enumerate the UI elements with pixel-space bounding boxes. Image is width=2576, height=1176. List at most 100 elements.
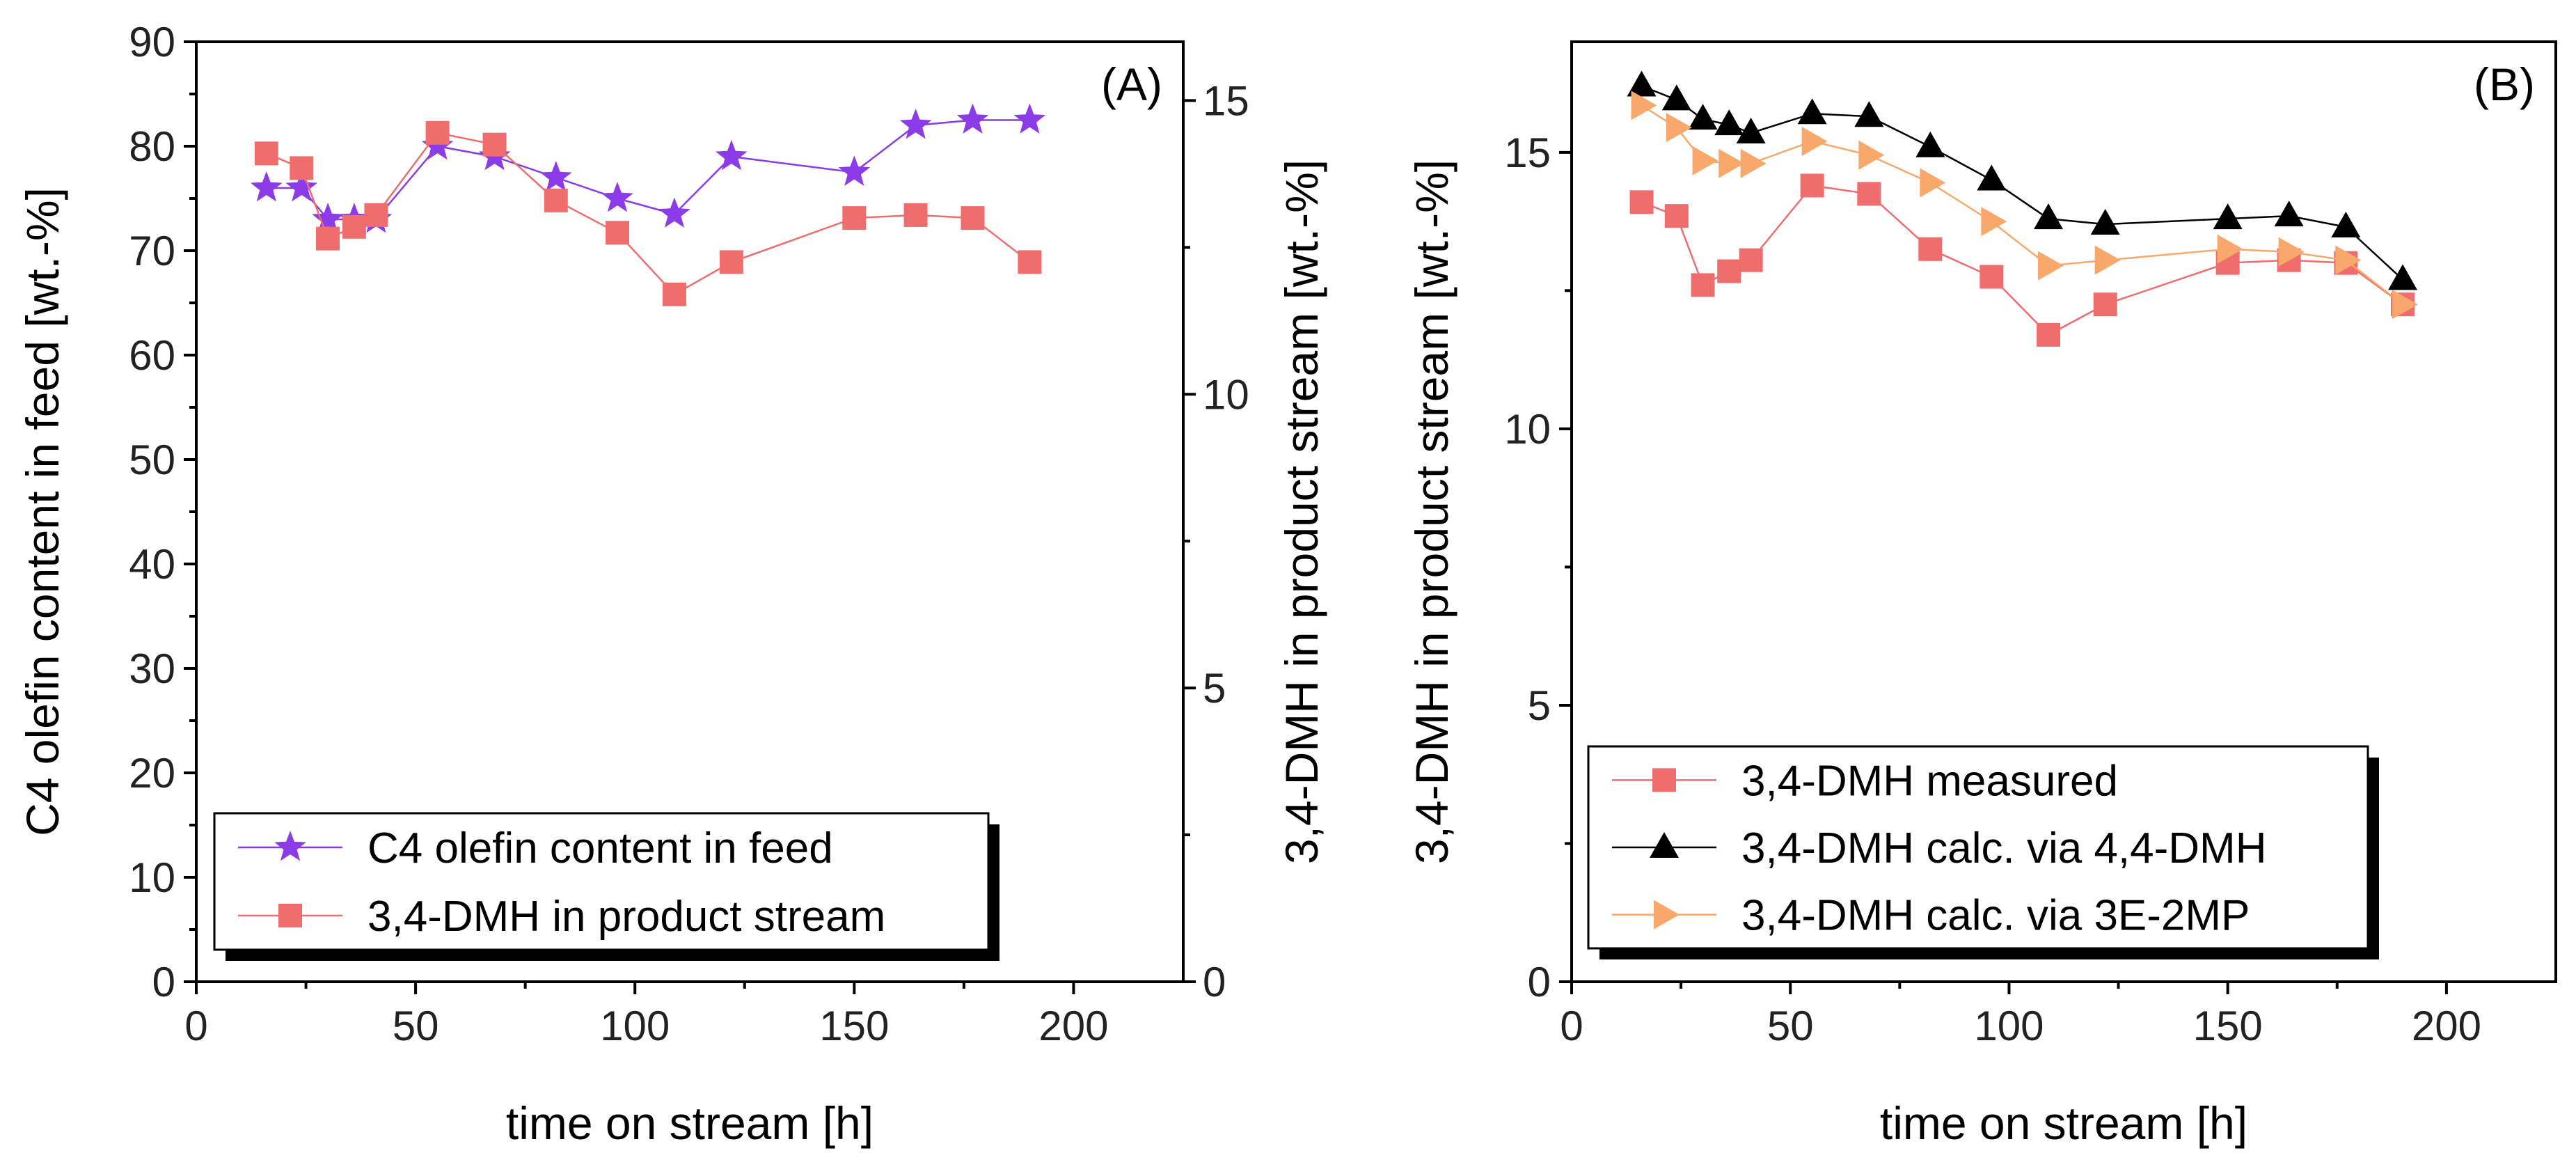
b-data-point	[2038, 251, 2064, 281]
panel-a-x-axis-title: time on stream [h]	[506, 1097, 874, 1149]
panel-a-right-y-ticks: 0 5 10 15	[1183, 77, 1249, 1005]
panel-a-label: (A)	[1101, 58, 1162, 110]
a-data-point	[716, 140, 748, 171]
b-y-tick-label: 0	[1528, 959, 1551, 1005]
b-data-point	[1858, 140, 1885, 170]
a-data-point	[312, 203, 344, 233]
b-data-point	[1915, 131, 1945, 157]
b-data-point	[1717, 259, 1741, 283]
b-data-point	[1666, 113, 1692, 143]
a-y-tick-label: 40	[129, 541, 175, 588]
a-series-1	[254, 120, 1042, 306]
panel-b-legend: 3,4-DMH measured 3,4-DMH calc. via 4,4-DM…	[1587, 745, 2379, 959]
b-data-point	[2278, 237, 2305, 267]
b-x-tick-label: 200	[2412, 1003, 2481, 1049]
b-data-point	[1854, 101, 1884, 127]
b-data-point	[1980, 265, 2004, 289]
panel-a-right-y-axis-title: 3,4-DMH in product stream [wt.-%]	[1276, 159, 1327, 864]
a-x-tick-label: 0	[184, 1003, 207, 1049]
a-legend-label: 3,4-DMH in product stream	[368, 893, 885, 941]
a-data-point	[606, 221, 630, 245]
a-data-point	[1013, 103, 1046, 134]
b-data-point	[1920, 168, 1946, 198]
b-data-point	[1692, 146, 1718, 175]
a-data-point	[956, 103, 989, 134]
b-data-point	[1800, 173, 1824, 198]
a-data-point	[1018, 250, 1042, 274]
a-data-point	[658, 197, 690, 228]
panel-b-plot-frame	[1570, 40, 2557, 983]
b-data-point	[1801, 126, 1828, 156]
a-data-point	[342, 214, 366, 239]
panel-b-legend-items: 3,4-DMH measured 3,4-DMH calc. via 4,4-DM…	[1612, 757, 2266, 940]
b-data-point	[2093, 292, 2117, 317]
panel-b-series	[1627, 70, 2419, 347]
b-legend-label: 3,4-DMH calc. via 3E-2MP	[1741, 892, 2250, 940]
b-legend-item: 3,4-DMH measured	[1612, 757, 2118, 805]
a-y-tick-label: 30	[129, 645, 175, 692]
panel-a-legend-items: C4 olefin content in feed 3,4-DMH in prod…	[238, 824, 885, 941]
a-data-point	[601, 182, 633, 212]
panel-b-x-axis-title: time on stream [h]	[1880, 1097, 2247, 1149]
a-legend-item: C4 olefin content in feed	[238, 824, 833, 872]
b-y-tick-label: 5	[1528, 682, 1551, 729]
a-x-tick-label: 100	[600, 1003, 670, 1049]
a-data-point	[899, 109, 932, 139]
a-data-point	[254, 141, 278, 166]
a-right-y-tick-label: 15	[1203, 77, 1249, 124]
panel-a-y-ticks: 0 10 20 30 40 50 60 70 80 90	[129, 19, 196, 1005]
a-y-tick-label: 10	[129, 854, 175, 901]
b-x-tick-label: 100	[1974, 1003, 2044, 1049]
b-x-tick-label: 50	[1767, 1003, 1814, 1049]
a-legend-marker	[278, 904, 302, 927]
panel-b-y-ticks: 0 5 10 15	[1504, 130, 1572, 1005]
a-data-point	[251, 171, 283, 202]
b-data-point	[1739, 248, 1763, 272]
panel-b-legend-box	[1587, 745, 2369, 950]
b-data-point	[1797, 98, 1827, 125]
b-data-point	[1857, 182, 1881, 206]
b-data-point	[2217, 234, 2243, 264]
b-legend-marker	[1652, 768, 1676, 792]
a-x-tick-label: 200	[1038, 1003, 1108, 1049]
b-data-point	[1691, 273, 1715, 297]
a-data-point	[838, 155, 871, 186]
a-y-tick-label: 70	[129, 228, 175, 274]
b-data-point	[1736, 118, 1766, 144]
a-data-point	[285, 171, 318, 202]
a-data-point	[425, 120, 450, 145]
a-legend-item: 3,4-DMH in product stream	[238, 893, 885, 941]
b-data-point	[2213, 203, 2243, 230]
a-y-tick-label: 80	[129, 123, 175, 170]
a-data-point	[719, 250, 743, 274]
a-y-tick-label: 50	[129, 437, 175, 483]
a-y-tick-label: 0	[152, 959, 175, 1005]
a-data-point	[903, 203, 928, 227]
a-data-point	[540, 161, 572, 191]
b-series-2	[1631, 91, 2419, 320]
b-data-point	[1918, 237, 1943, 261]
panel-a-legend: C4 olefin content in feed 3,4-DMH in prod…	[213, 812, 999, 961]
a-right-y-tick-label: 5	[1203, 665, 1226, 712]
b-legend-item: 3,4-DMH calc. via 4,4-DMH	[1612, 824, 2266, 872]
a-legend-label: C4 olefin content in feed	[368, 824, 833, 872]
a-data-point	[316, 226, 340, 251]
b-y-tick-label: 15	[1504, 130, 1551, 176]
b-data-point	[2392, 290, 2419, 320]
b-data-point	[2331, 212, 2361, 238]
panel-a-y-axis-title: C4 olefin content in feed [wt.-%]	[17, 187, 68, 836]
a-y-tick-label: 20	[129, 750, 175, 797]
panel-a-series	[251, 103, 1046, 306]
b-data-point	[2388, 264, 2418, 290]
b-series-0	[1629, 173, 2415, 347]
panel-b-y-axis-title: 3,4-DMH in product stream [wt.-%]	[1406, 159, 1457, 864]
b-data-point	[1740, 148, 1767, 178]
b-data-point	[1664, 204, 1689, 228]
b-legend-label: 3,4-DMH measured	[1741, 757, 2118, 805]
panel-b: 0 50 100 150 200 0 5 10 15 (B) time on stream […	[1406, 40, 2557, 1149]
a-y-tick-label: 90	[129, 19, 175, 65]
a-data-point	[662, 282, 686, 306]
b-y-tick-label: 10	[1504, 406, 1551, 453]
